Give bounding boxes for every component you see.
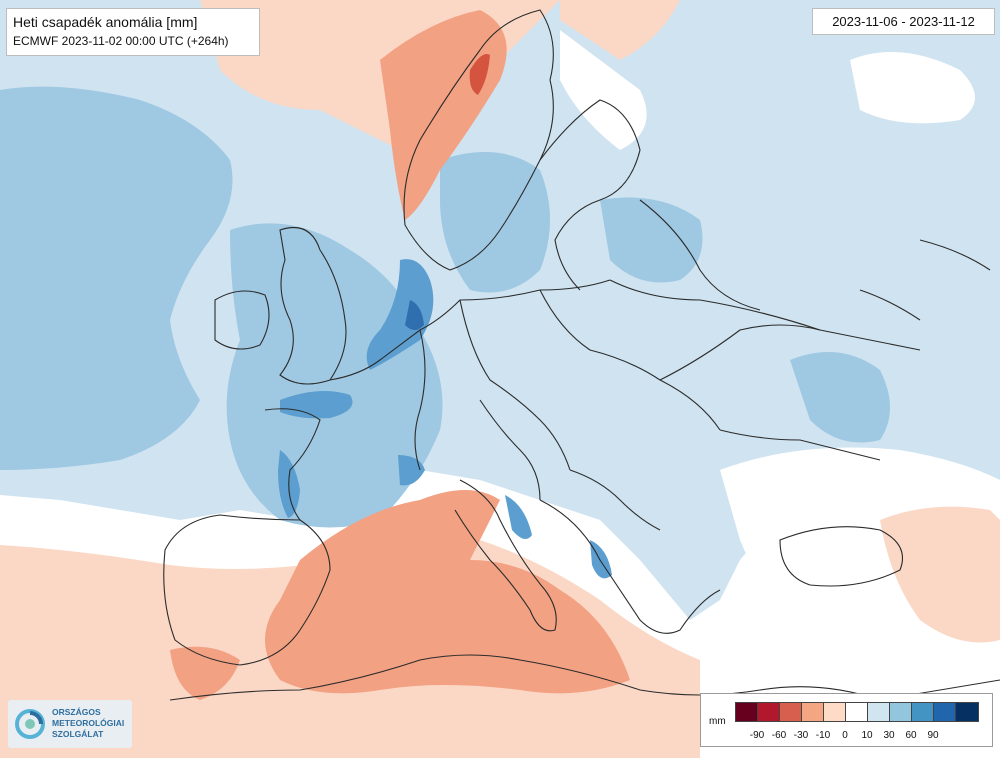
anomaly-area-mid-red (170, 646, 240, 700)
map-info-box: Heti csapadék anomália [mm] ECMWF 2023-1… (6, 8, 260, 56)
legend-unit: mm (709, 716, 726, 727)
omsz-logo-icon (15, 709, 45, 739)
anomaly-area-neutral (850, 52, 975, 124)
map-title: Heti csapadék anomália [mm] (13, 14, 198, 30)
anomaly-area-deep-blue (505, 495, 532, 539)
period-label: 2023-11-06 - 2023-11-12 (812, 8, 995, 35)
anomaly-area-deep-blue (280, 391, 353, 419)
legend-tick-label: -10 (815, 730, 831, 741)
anomaly-area-mid-red (380, 10, 507, 220)
legend-tick-label: 60 (905, 730, 917, 741)
legend-tick-label: -60 (771, 730, 787, 741)
anomaly-area-dark-red (469, 54, 490, 95)
logo-line-2: METEOROLÓGIAI (52, 718, 125, 728)
legend-swatch (912, 703, 934, 721)
anomaly-area-neutral (560, 30, 647, 150)
legend-tick-label: -90 (749, 730, 765, 741)
logo-line-1: ORSZÁGOS (52, 707, 101, 717)
legend-tick-label: -30 (793, 730, 809, 741)
legend-swatch (758, 703, 780, 721)
anomaly-area-dark-blue (405, 300, 424, 330)
anomaly-area-neutral (0, 500, 340, 569)
logo-line-3: SZOLGÁLAT (52, 729, 104, 739)
anomaly-area-deep-blue (590, 540, 612, 579)
legend-swatch (846, 703, 868, 721)
legend-tick-label: 10 (861, 730, 873, 741)
legend-swatch (890, 703, 912, 721)
color-legend: mm -90 -60 -30 -10 0 10 30 60 90 (700, 693, 993, 747)
omsz-logo: ORSZÁGOS METEOROLÓGIAI SZOLGÁLAT (8, 700, 132, 748)
legend-color-bar (735, 702, 979, 722)
legend-swatch (934, 703, 956, 721)
anomaly-area-mid-blue (0, 86, 233, 471)
anomaly-area-light-red (880, 506, 1000, 643)
legend-swatch (868, 703, 890, 721)
anomaly-area-deep-blue (366, 259, 434, 370)
anomaly-area-mid-blue (600, 197, 703, 283)
legend-tick-label: 30 (883, 730, 895, 741)
anomaly-area-light-red (560, 0, 680, 60)
legend-tick-label: 90 (927, 730, 939, 741)
legend-swatch (736, 703, 758, 721)
anomaly-area-mid-blue (790, 352, 890, 443)
legend-tick-label: 0 (842, 730, 848, 741)
model-run-label: ECMWF 2023-11-02 00:00 UTC (+264h) (13, 34, 229, 48)
legend-swatch (824, 703, 846, 721)
legend-swatch (780, 703, 802, 721)
legend-swatch (956, 703, 978, 721)
legend-swatch (802, 703, 824, 721)
coastlines-and-borders (163, 9, 1000, 701)
anomaly-area-mid-red (265, 490, 630, 694)
anomaly-area-mid-blue (440, 152, 550, 293)
